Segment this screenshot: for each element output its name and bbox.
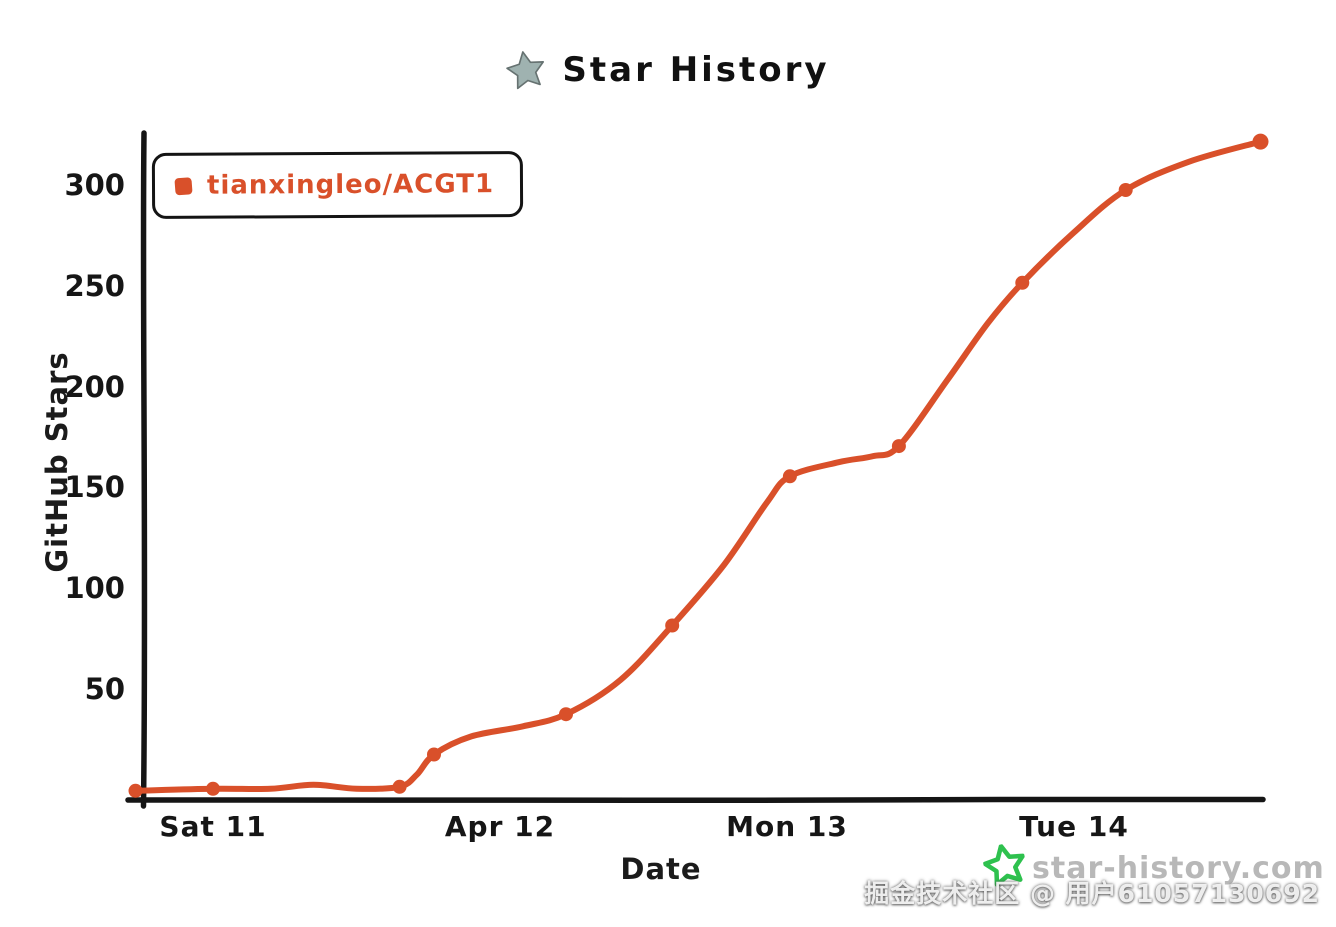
x-tick-label: Mon 13	[726, 810, 848, 843]
star-logo-icon	[506, 51, 545, 90]
data-point-dot	[891, 439, 906, 454]
y-tick-label: 250	[64, 268, 125, 303]
series-line	[132, 138, 1264, 794]
data-point-dot	[392, 779, 407, 794]
data-point-dot	[1252, 133, 1269, 150]
y-axis-line	[140, 130, 148, 809]
x-tick-label: Sat 11	[159, 810, 267, 843]
legend-series-marker	[174, 176, 193, 195]
y-tick-label: 100	[64, 571, 125, 606]
chart-title-bar: Star History	[0, 40, 1336, 100]
x-axis-title: Date	[620, 852, 702, 886]
y-tick-label: 150	[64, 470, 125, 505]
y-tick-label: 300	[64, 168, 125, 202]
data-point-dot	[665, 618, 680, 633]
legend-series-label: tianxingleo/ACGT1	[206, 169, 495, 201]
y-tick-label: 50	[84, 672, 125, 706]
data-point-dot	[206, 781, 220, 796]
data-point-dot	[782, 469, 797, 484]
x-tick-label: Apr 12	[444, 810, 556, 843]
page-title: Star History	[562, 50, 830, 90]
data-point-dot	[128, 783, 143, 798]
data-point-dot	[1015, 275, 1030, 290]
x-axis-line	[125, 796, 1266, 804]
overlay-watermark: 掘金技术社区 @ 用户61057130692	[864, 879, 1320, 908]
y-tick-label: 200	[64, 369, 125, 404]
x-tick-label: Tue 14	[1019, 810, 1129, 843]
star-history-logo-icon	[982, 843, 1026, 887]
data-point-dot	[559, 707, 573, 722]
legend: tianxingleo/ACGT1	[151, 151, 524, 219]
site-watermark: star-history.com	[1032, 851, 1325, 886]
data-point-dot	[1118, 183, 1133, 197]
data-point-dot	[427, 747, 441, 762]
